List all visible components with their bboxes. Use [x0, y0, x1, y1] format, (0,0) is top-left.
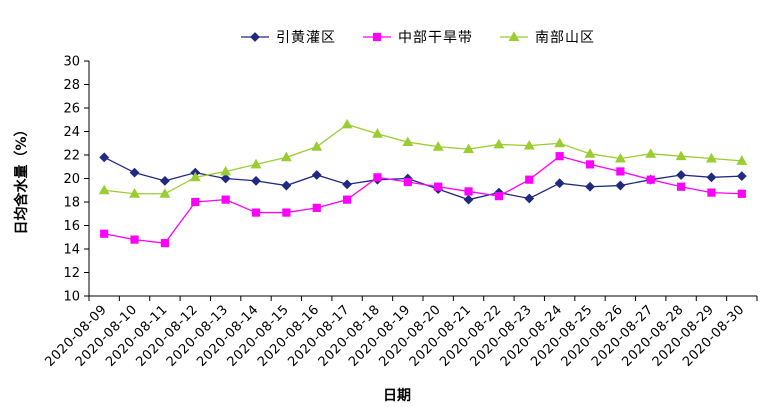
data-point	[585, 160, 595, 169]
y-tick-label: 22	[63, 149, 80, 164]
data-point	[220, 173, 231, 184]
data-point	[312, 203, 321, 212]
data-point	[737, 189, 746, 198]
data-point	[463, 194, 474, 205]
plot-area: 10121416182022242628302020-08-092020-08-…	[42, 55, 758, 370]
data-point	[341, 118, 353, 129]
data-point	[554, 178, 565, 189]
y-tick-label: 20	[63, 172, 80, 187]
legend-item: 中部干旱带	[363, 30, 473, 46]
data-point	[250, 158, 262, 169]
data-point	[160, 175, 170, 186]
legend-marker	[508, 31, 520, 41]
y-tick-label: 26	[63, 102, 80, 117]
data-point	[281, 180, 292, 191]
data-point	[373, 173, 382, 182]
data-point	[707, 188, 716, 197]
data-point	[251, 208, 261, 217]
data-point	[554, 137, 566, 148]
data-point	[98, 184, 110, 195]
data-point	[402, 136, 414, 147]
data-point	[191, 197, 200, 207]
data-point	[615, 180, 626, 191]
legend-item: 南部山区	[500, 30, 595, 46]
legend: 引黄灌区 中部干旱带 南部山区	[241, 29, 595, 46]
data-point	[645, 148, 657, 158]
data-point	[646, 175, 655, 184]
legend-marker	[372, 32, 382, 42]
data-point	[371, 128, 383, 138]
y-tick-label: 16	[63, 219, 80, 234]
y-axis-label: 日均含水量（%）	[13, 122, 30, 234]
data-point	[280, 151, 292, 162]
data-point	[100, 229, 109, 238]
x-axis-label: 日期	[383, 388, 411, 404]
data-point	[189, 171, 201, 182]
legend-label: 南部山区	[535, 30, 595, 46]
data-point	[251, 175, 261, 186]
data-point	[525, 175, 534, 184]
data-point	[282, 208, 291, 217]
data-point	[130, 235, 139, 244]
data-point	[493, 138, 505, 149]
data-point	[159, 188, 171, 198]
data-point	[464, 187, 473, 196]
data-point	[99, 152, 110, 163]
data-point	[584, 148, 596, 158]
data-point	[342, 179, 352, 190]
series-3	[98, 118, 748, 198]
data-point	[342, 195, 352, 204]
y-tick-label: 24	[63, 125, 80, 140]
data-point	[705, 152, 717, 163]
series-line	[104, 123, 742, 195]
data-point	[403, 177, 412, 187]
data-point	[675, 150, 687, 161]
data-point	[432, 141, 444, 151]
data-point	[706, 172, 717, 183]
data-point	[220, 165, 232, 176]
data-point	[736, 155, 748, 165]
data-point	[463, 143, 475, 154]
data-point	[129, 167, 140, 178]
y-tick-label: 28	[63, 78, 80, 93]
y-tick-label: 10	[63, 290, 80, 305]
data-point	[616, 167, 625, 176]
data-point	[160, 239, 170, 248]
legend-label: 引黄灌区	[276, 29, 336, 46]
data-point	[434, 182, 443, 191]
data-point	[311, 170, 322, 180]
data-point	[555, 152, 564, 161]
data-point	[129, 188, 141, 198]
data-point	[523, 139, 535, 150]
data-point	[736, 171, 747, 182]
data-point	[311, 141, 323, 151]
data-point	[676, 182, 686, 191]
y-tick-label: 30	[63, 55, 80, 70]
series-line	[104, 155, 742, 244]
legend-marker	[250, 32, 260, 42]
data-point	[524, 193, 535, 204]
y-tick-label: 14	[63, 243, 80, 258]
data-point	[614, 152, 626, 163]
data-point	[585, 181, 595, 192]
legend-label: 中部干旱带	[398, 30, 473, 46]
data-point	[221, 195, 230, 204]
y-tick-label: 12	[63, 266, 80, 281]
data-point	[676, 170, 686, 180]
legend-item: 引黄灌区	[241, 29, 336, 46]
data-point	[494, 192, 504, 201]
series-2	[100, 152, 746, 248]
y-tick-label: 18	[63, 196, 80, 211]
